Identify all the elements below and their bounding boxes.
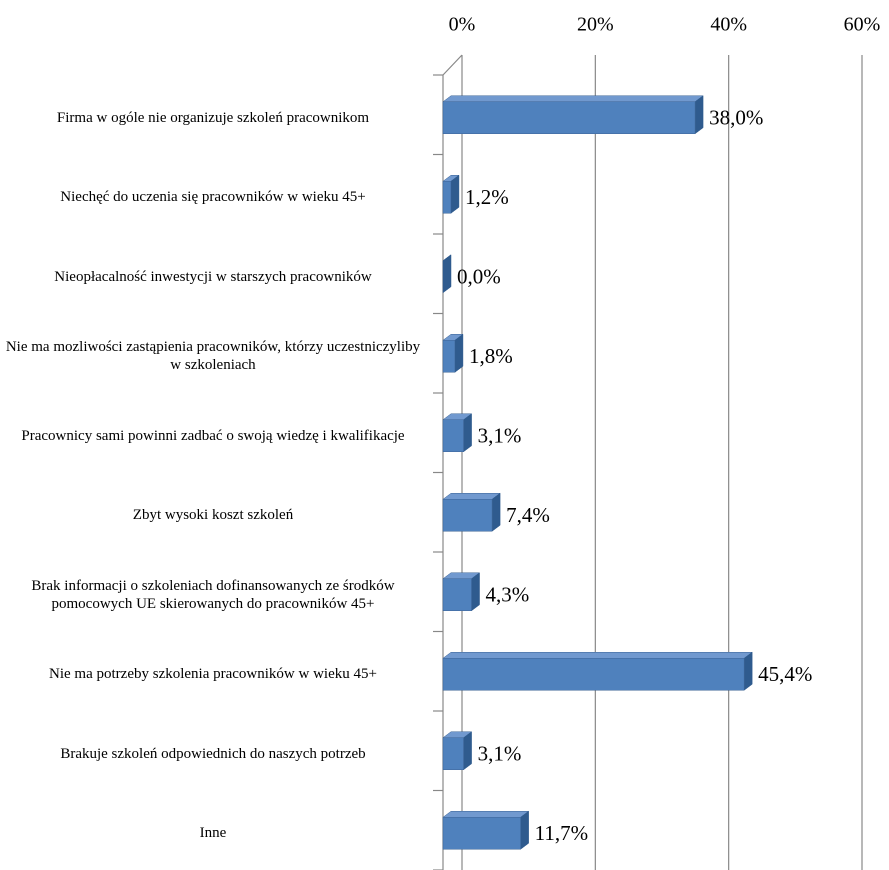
bar-side (491, 492, 501, 532)
x-tick-label: 0% (449, 14, 476, 36)
y-tick-label: Brakuje szkoleń odpowiednich do naszych … (60, 745, 366, 762)
y-tick-label: Nieopłacalność inwestycji w starszych pr… (54, 268, 372, 285)
bar-side (463, 731, 472, 771)
bar-side (463, 413, 472, 453)
value-label: 4,3% (486, 583, 530, 607)
bar (442, 499, 493, 532)
x-tick-label: 20% (577, 14, 614, 36)
value-label: 1,2% (465, 185, 509, 209)
value-label: 45,4% (758, 662, 812, 686)
value-label: 3,1% (478, 424, 522, 448)
y-tick-label: Niechęć do uczenia się pracowników w wie… (60, 189, 366, 206)
y-tick-label: Firma w ogóle nie organizuje szkoleń pra… (56, 109, 370, 126)
y-tick-label: Nie ma mozliwości zastąpienia pracownikó… (5, 339, 421, 374)
bar-side (471, 572, 480, 612)
value-label: 11,7% (535, 821, 588, 845)
bar-side (694, 95, 704, 135)
bar (442, 181, 452, 214)
value-label: 1,8% (469, 344, 513, 368)
bar-top (442, 652, 753, 659)
value-label: 7,4% (506, 503, 550, 527)
value-label: 3,1% (478, 742, 522, 766)
bar (442, 578, 472, 611)
value-label: 0,0% (457, 265, 501, 289)
bar-top (442, 811, 530, 818)
y-tick-label: Inne (199, 825, 227, 842)
bar-top (442, 95, 704, 102)
y-tick-label: Nie ma potrzeby szkolenia pracowników w … (49, 666, 377, 683)
bar-top (442, 493, 501, 500)
bar (442, 340, 456, 373)
x-tick-label: 40% (710, 14, 747, 36)
x-tick-label: 60% (844, 14, 881, 36)
y-tick-label: Pracownicy sami powinni zadbać o swoją w… (21, 427, 405, 444)
bar (442, 737, 464, 770)
bar-side (520, 810, 529, 850)
bar (442, 817, 521, 850)
bar (442, 658, 745, 691)
bar-side (450, 174, 460, 214)
bar-side (442, 254, 452, 294)
bar (442, 419, 464, 452)
bar-side (743, 651, 753, 691)
y-tick-label: Brak informacji o szkoleniach dofinansow… (31, 577, 395, 612)
value-label: 38,0% (709, 106, 763, 130)
bar-side (454, 333, 464, 373)
axis-line (442, 54, 463, 76)
y-tick-label: Zbyt wysoki koszt szkoleń (132, 507, 294, 524)
bar (442, 101, 696, 134)
